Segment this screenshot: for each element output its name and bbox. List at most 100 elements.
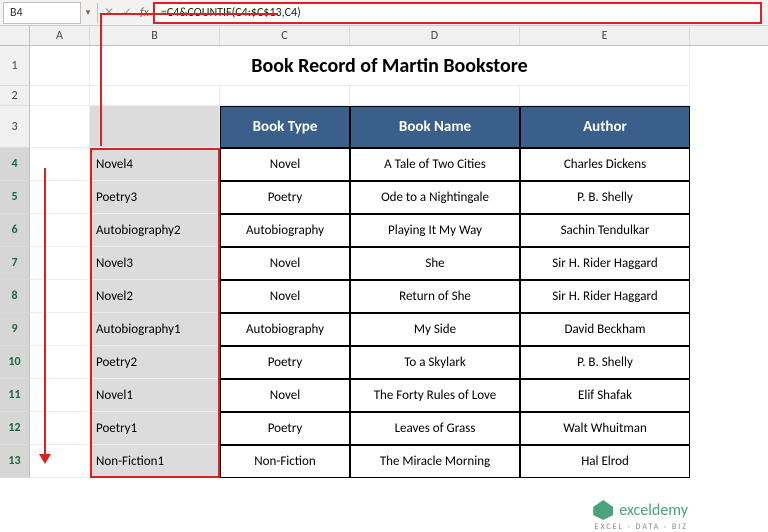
logo: exceldemy (593, 500, 688, 520)
cell-name[interactable]: The Miracle Morning (350, 445, 520, 478)
cell-type[interactable]: Autobiography (220, 313, 350, 346)
table-row: Autobiography1AutobiographyMy SideDavid … (30, 313, 690, 346)
row-header-5[interactable]: 5 (0, 181, 30, 214)
cell[interactable] (30, 106, 90, 148)
column-headers: A B C D E (0, 26, 768, 46)
row-header-13[interactable]: 13 (0, 445, 30, 478)
row-header-8[interactable]: 8 (0, 280, 30, 313)
table-row: Novel3NovelSheSir H. Rider Haggard (30, 247, 690, 280)
sheet-area: A B C D E 1 2 3 4 5 6 7 8 9 10 11 12 13 … (0, 26, 768, 478)
cell-type[interactable]: Poetry (220, 181, 350, 214)
cells-area: Book Record of Martin Bookstore Book Typ… (30, 46, 690, 478)
cell[interactable] (30, 280, 90, 313)
table-row: Novel1NovelThe Forty Rules of LoveElif S… (30, 379, 690, 412)
cell[interactable] (350, 86, 520, 106)
cell-name[interactable]: To a Skylark (350, 346, 520, 379)
logo-icon (593, 500, 613, 520)
row-header-1[interactable]: 1 (0, 46, 30, 86)
cell-author[interactable]: Walt Whuitman (520, 412, 690, 445)
row-header-2[interactable]: 2 (0, 86, 30, 106)
table-row: Poetry3PoetryOde to a NightingaleP. B. S… (30, 181, 690, 214)
cell-key[interactable]: Novel3 (90, 247, 220, 280)
cell-author[interactable]: Sir H. Rider Haggard (520, 247, 690, 280)
table-row: Poetry1PoetryLeaves of GrassWalt Whuitma… (30, 412, 690, 445)
cell[interactable] (30, 214, 90, 247)
cell-key[interactable]: Non-Fiction1 (90, 445, 220, 478)
annotation-line (100, 13, 102, 146)
cell[interactable] (30, 181, 90, 214)
cell-author[interactable]: Charles Dickens (520, 148, 690, 181)
cell[interactable] (90, 86, 220, 106)
cell-type[interactable]: Poetry (220, 346, 350, 379)
cell-key[interactable]: Novel2 (90, 280, 220, 313)
cell-author[interactable]: David Beckham (520, 313, 690, 346)
cell-name[interactable]: A Tale of Two Cities (350, 148, 520, 181)
cell-type[interactable]: Novel (220, 280, 350, 313)
cell-author[interactable]: Sachin Tendulkar (520, 214, 690, 247)
table-row: Novel2NovelReturn of SheSir H. Rider Hag… (30, 280, 690, 313)
cell-key[interactable]: Poetry1 (90, 412, 220, 445)
cell-key[interactable]: Novel1 (90, 379, 220, 412)
cell-author[interactable]: P. B. Shelly (520, 346, 690, 379)
cell-type[interactable]: Novel (220, 247, 350, 280)
cell-author[interactable]: Hal Elrod (520, 445, 690, 478)
cell-name[interactable]: My Side (350, 313, 520, 346)
cell-type[interactable]: Poetry (220, 412, 350, 445)
annotation-line (100, 13, 278, 15)
cell[interactable] (520, 86, 690, 106)
cell[interactable] (30, 379, 90, 412)
col-header-A[interactable]: A (30, 26, 90, 45)
cell-key[interactable]: Poetry2 (90, 346, 220, 379)
cell-name[interactable]: She (350, 247, 520, 280)
cell[interactable] (30, 412, 90, 445)
cell-name[interactable]: Playing It My Way (350, 214, 520, 247)
row-header-10[interactable]: 10 (0, 346, 30, 379)
table-header-type[interactable]: Book Type (220, 106, 350, 148)
cell[interactable] (30, 148, 90, 181)
cell[interactable] (30, 46, 90, 86)
cell[interactable] (30, 346, 90, 379)
cell[interactable] (30, 86, 90, 106)
row-header-11[interactable]: 11 (0, 379, 30, 412)
cell-name[interactable]: Return of She (350, 280, 520, 313)
col-header-C[interactable]: C (220, 26, 350, 45)
cell[interactable] (220, 86, 350, 106)
cell-name[interactable]: Ode to a Nightingale (350, 181, 520, 214)
col-header-B[interactable]: B (90, 26, 220, 45)
cell[interactable] (90, 106, 220, 148)
cell-key[interactable]: Poetry3 (90, 181, 220, 214)
cell-name[interactable]: Leaves of Grass (350, 412, 520, 445)
annotation-arrow (44, 168, 46, 458)
cell-key[interactable]: Novel4 (90, 148, 220, 181)
title-cell[interactable]: Book Record of Martin Bookstore (90, 46, 690, 86)
col-header-E[interactable]: E (520, 26, 690, 45)
table-header-author[interactable]: Author (520, 106, 690, 148)
table-row: Autobiography2AutobiographyPlaying It My… (30, 214, 690, 247)
row-header-6[interactable]: 6 (0, 214, 30, 247)
table-row: Novel4NovelA Tale of Two CitiesCharles D… (30, 148, 690, 181)
row-header-3[interactable]: 3 (0, 106, 30, 148)
cell-author[interactable]: Sir H. Rider Haggard (520, 280, 690, 313)
table-header-name[interactable]: Book Name (350, 106, 520, 148)
cell-type[interactable]: Novel (220, 379, 350, 412)
name-box[interactable]: B4 (3, 2, 81, 24)
row-header-12[interactable]: 12 (0, 412, 30, 445)
row-header-4[interactable]: 4 (0, 148, 30, 181)
cell[interactable] (30, 247, 90, 280)
logo-subtitle: EXCEL · DATA · BIZ (595, 522, 688, 532)
row-header-9[interactable]: 9 (0, 313, 30, 346)
cell-type[interactable]: Autobiography (220, 214, 350, 247)
row-header-7[interactable]: 7 (0, 247, 30, 280)
select-all-corner[interactable] (0, 26, 30, 45)
cell-key[interactable]: Autobiography2 (90, 214, 220, 247)
cell-name[interactable]: The Forty Rules of Love (350, 379, 520, 412)
cell-type[interactable]: Novel (220, 148, 350, 181)
cell[interactable] (30, 313, 90, 346)
cell-key[interactable]: Autobiography1 (90, 313, 220, 346)
cell-author[interactable]: Elif Shafak (520, 379, 690, 412)
logo-text: exceldemy (619, 501, 688, 520)
cell-type[interactable]: Non-Fiction (220, 445, 350, 478)
col-header-D[interactable]: D (350, 26, 520, 45)
cell-author[interactable]: P. B. Shelly (520, 181, 690, 214)
name-box-dropdown-icon[interactable]: ▾ (81, 7, 95, 18)
